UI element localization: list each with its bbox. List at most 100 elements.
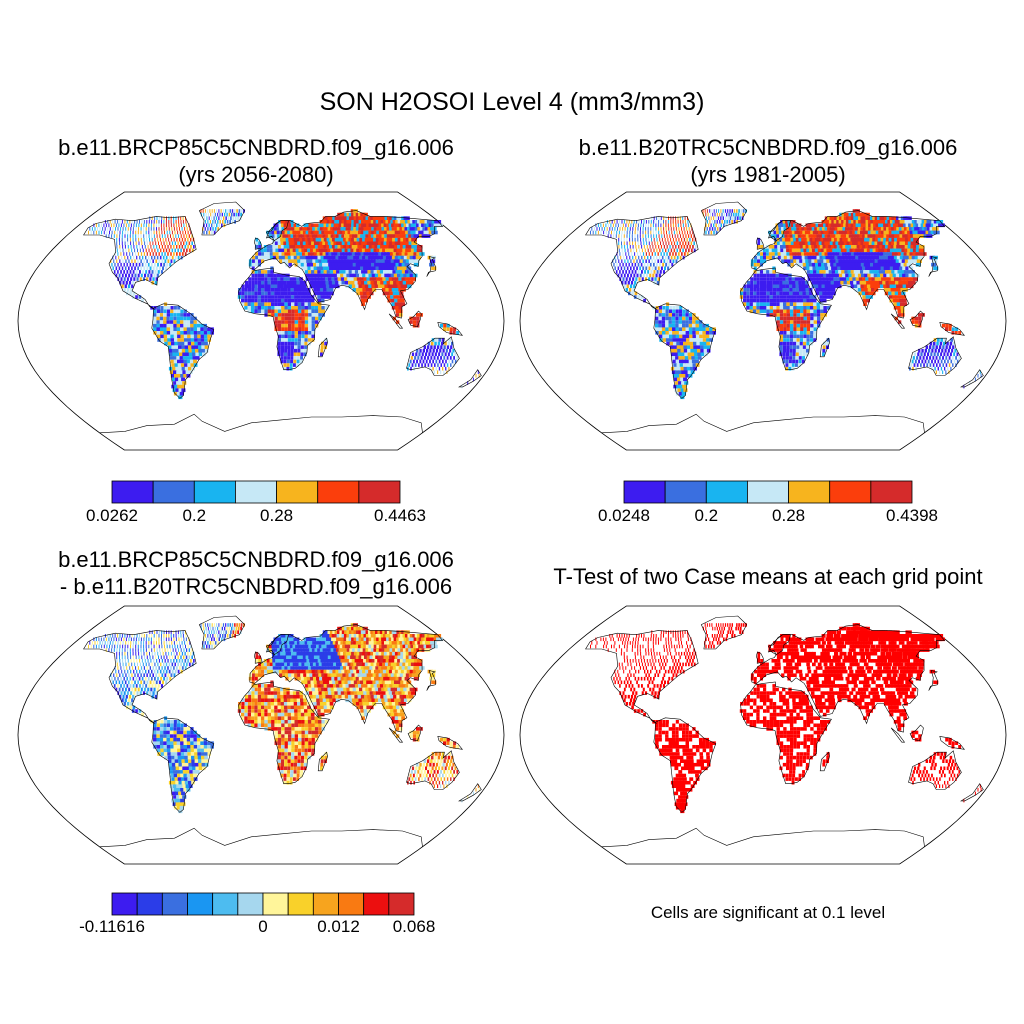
colorbar-swatch	[338, 892, 365, 916]
colorbar-swatch	[152, 480, 195, 504]
land-cells	[590, 209, 982, 400]
coastline-africa	[740, 681, 832, 784]
colorbar-label: 0.28	[260, 506, 294, 525]
coastline-greenland	[700, 615, 748, 650]
colorbar-swatch	[276, 480, 319, 504]
coastline-britain	[755, 651, 765, 664]
colorbar-swatch	[136, 892, 163, 916]
colorbar-swatch	[235, 480, 277, 504]
coastline-newGuinea	[437, 736, 464, 750]
colorbar-label: 0	[258, 917, 268, 936]
coastline-scandinavia	[265, 220, 289, 242]
colorbar-swatch	[111, 480, 154, 504]
coastline-japan	[928, 256, 938, 277]
colorbar-swatch	[388, 892, 415, 916]
colorbar-swatch	[829, 480, 872, 504]
panel-1-title-line2: (yrs 2056-2080)	[178, 162, 334, 187]
coastline-eurasia	[751, 210, 946, 319]
coastline-australia	[908, 750, 962, 790]
coastline-madagascar	[819, 751, 830, 772]
coastline-japan	[928, 670, 938, 691]
panel-2-colorbar	[623, 480, 913, 504]
colorbar-label: 0.2	[694, 506, 719, 525]
coastline-borneo	[909, 724, 924, 742]
significance-note: Cells are significant at 0.1 level	[650, 903, 886, 922]
colorbar-swatch	[193, 480, 236, 504]
coastline-madagascar	[819, 337, 830, 358]
coastline-northAmerica	[585, 630, 699, 724]
panel-3-title: b.e11.BRCP85C5CNBDRD.f09_g16.006 - b.e11…	[0, 546, 512, 600]
panel-3-world-map	[17, 605, 505, 865]
coastline-newGuinea	[939, 736, 966, 750]
colorbar-swatch	[747, 480, 789, 504]
coastline-japan	[426, 256, 436, 277]
figure-title: SON H2OSOI Level 4 (mm3/mm3)	[319, 88, 705, 116]
colorbar-swatch	[237, 892, 264, 916]
coastline-scandinavia	[767, 634, 791, 656]
coastline-madagascar	[317, 751, 328, 772]
panel-3-title-line1: b.e11.BRCP85C5CNBDRD.f09_g16.006	[58, 547, 454, 572]
colorbar-swatch	[161, 892, 188, 916]
coastline-borneo	[909, 310, 924, 328]
colorbar-label: 0.0262	[86, 506, 138, 525]
colorbar-label: 0.4463	[374, 506, 426, 525]
coastline-eurasia	[751, 624, 946, 733]
coastline-sumatra	[388, 727, 404, 743]
colorbar-swatch	[212, 892, 239, 916]
panel-1-title-line1: b.e11.BRCP85C5CNBDRD.f09_g16.006	[58, 135, 454, 160]
colorbar-label: 0.4398	[886, 506, 938, 525]
coastline-australia	[908, 336, 962, 376]
panel-2-world-map	[519, 191, 1007, 451]
colorbar-label: 0.0248	[598, 506, 650, 525]
coastline-northAmerica	[585, 216, 699, 310]
coastline-sumatra	[388, 313, 404, 329]
colorbar-swatch	[262, 892, 289, 916]
panel-1-title: b.e11.BRCP85C5CNBDRD.f09_g16.006 (yrs 20…	[0, 134, 512, 188]
coastline-africa	[238, 681, 330, 784]
coastline-antarcticaCoast	[601, 827, 925, 848]
colorbar-label: -0.11616	[79, 917, 145, 936]
colorbar-label: 0.28	[772, 506, 806, 525]
coastline-newZealand	[960, 369, 984, 388]
coastline-africa	[238, 267, 330, 370]
colorbar-label: 0.068	[392, 917, 436, 936]
coastline-southAmerica	[151, 717, 215, 813]
coastline-sumatra	[890, 313, 906, 329]
coastline-sumatra	[890, 727, 906, 743]
coastline-greenland	[198, 201, 246, 236]
panel-2-title: b.e11.B20TRC5CNBDRD.f09_g16.006 (yrs 198…	[512, 134, 1024, 188]
panel-4-world-map	[519, 605, 1007, 865]
coastline-eurasia	[249, 624, 444, 733]
coastline-newZealand	[458, 783, 482, 802]
coastline-scandinavia	[265, 634, 289, 656]
panel-2-title-line2: (yrs 1981-2005)	[690, 162, 846, 187]
colorbar-label: 0.2	[182, 506, 207, 525]
colorbar-swatch	[363, 892, 390, 916]
colorbar-swatch	[788, 480, 831, 504]
colorbar-swatch	[705, 480, 748, 504]
coastline-britain	[755, 237, 765, 250]
colorbar-swatch	[317, 480, 360, 504]
coastline-borneo	[407, 310, 422, 328]
panel-4-title-line1: T-Test of two Case means at each grid po…	[553, 564, 983, 589]
panel-1-world-map	[17, 191, 505, 451]
coastline-antarcticaCoast	[99, 413, 423, 434]
coastline-northAmerica	[83, 630, 197, 724]
coastline-australia	[406, 336, 460, 376]
coastline-antarcticaCoast	[601, 413, 925, 434]
coastline-britain	[253, 237, 263, 250]
coastline-japan	[426, 670, 436, 691]
panel-4-title: T-Test of two Case means at each grid po…	[512, 563, 1024, 590]
coastline-newGuinea	[437, 322, 464, 336]
panel-1-colorbar	[111, 480, 401, 504]
coastline-southAmerica	[653, 303, 717, 399]
coastline-northAmerica	[83, 216, 197, 310]
coastline-madagascar	[317, 337, 328, 358]
coastline-newGuinea	[939, 322, 966, 336]
colorbar-swatch	[358, 480, 401, 504]
coastline-scandinavia	[767, 220, 791, 242]
coastlines	[585, 201, 984, 434]
colorbar-label: 0.012	[317, 917, 360, 936]
colorbar-swatch	[870, 480, 913, 504]
colorbar-swatch	[623, 480, 666, 504]
